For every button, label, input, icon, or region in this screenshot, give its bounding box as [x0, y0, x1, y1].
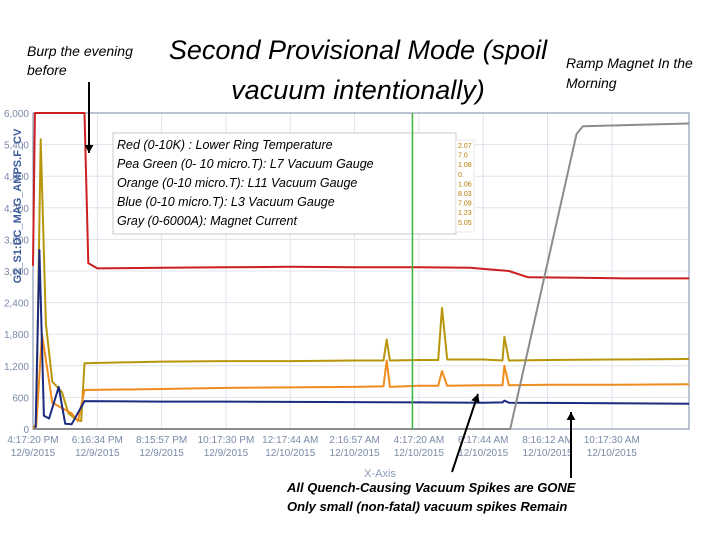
- x-tick-date: 12/10/2015: [458, 448, 508, 459]
- spike-arrow-2-head: [566, 412, 576, 420]
- x-tick-date: 12/10/2015: [265, 448, 315, 459]
- conclusion-annotation: All Quench-Causing Vacuum Spikes are GON…: [287, 478, 707, 516]
- readout-value: 7.0: [458, 153, 468, 160]
- readout-box: [455, 139, 475, 233]
- series-line-red: [32, 112, 689, 280]
- annotation-arrows: [84, 82, 576, 478]
- y-tick-label: 2,400: [4, 299, 29, 310]
- legend-item-blue: Blue (0-10 micro.T): L3 Vacuum Gauge: [117, 195, 335, 209]
- x-tick-time: 10:17:30 AM: [584, 435, 640, 446]
- legend-item-red: Red (0-10K) : Lower Ring Temperature: [117, 138, 333, 152]
- conclusion-line-2: Only small (non-fatal) vacuum spikes Rem…: [287, 499, 568, 514]
- x-axis-label: X-Axis: [364, 468, 396, 480]
- readout-value: 5.05: [458, 220, 472, 227]
- legend-item-orange: Orange (0-10 micro.T): L11 Vacuum Gauge: [117, 176, 358, 190]
- y-tick-label: 3,000: [4, 267, 29, 278]
- y-axis-label: G2_S1:DC_MAG_AMPS.F_CV: [12, 128, 24, 283]
- spike-arrow-1: [451, 393, 479, 473]
- readout-value: 0.: [458, 172, 464, 179]
- y-tick-label: 0: [23, 425, 29, 436]
- x-tick-time: 2:16:57 AM: [329, 435, 380, 446]
- y-tick-label: 1,800: [4, 330, 29, 341]
- burp-arrow-head: [84, 145, 94, 153]
- y-tick-label: 5,400: [4, 141, 29, 152]
- x-tick-date: 12/10/2015: [394, 448, 444, 459]
- x-tick-date: 12/9/2015: [75, 448, 120, 459]
- series-line-gray: [33, 122, 690, 430]
- readout-value: 1.23: [458, 210, 472, 217]
- readout-value: 2.07: [458, 143, 472, 150]
- burp-annotation: Burp the evening before: [27, 43, 133, 78]
- y-tick-label: 1,200: [4, 362, 29, 373]
- conclusion-line-1: All Quench-Causing Vacuum Spikes are GON…: [287, 480, 576, 495]
- spike-arrow-1-head: [471, 394, 480, 403]
- legend-item-pea-green: Pea Green (0- 10 micro.T): L7 Vacuum Gau…: [117, 157, 374, 171]
- readout-value: 8.03: [458, 191, 472, 198]
- x-tick-date: 12/10/2015: [330, 448, 380, 459]
- ramp-annotation: Ramp Magnet In the Morning: [566, 55, 693, 91]
- page-title: Second Provisional Mode (spoil vacuum in…: [168, 35, 548, 105]
- legend: Red (0-10K) : Lower Ring Temperature Pea…: [117, 136, 457, 231]
- x-tick-date: 12/9/2015: [204, 448, 249, 459]
- x-tick-date: 12/9/2015: [11, 448, 56, 459]
- y-axis-ticks: 0 600 1,200 1,800 2,400 3,000 3,600 4,200 4,800 5…: [4, 109, 29, 436]
- y-tick-label: 4,200: [4, 204, 29, 215]
- x-tick-time: 4:17:20 AM: [394, 435, 445, 446]
- readout-value: 1.08: [458, 162, 472, 169]
- x-axis-ticks: 4:17:20 PM 12/9/2015 6:16:34 PM 12/9/2015 8:…: [7, 435, 639, 459]
- x-tick-date: 12/9/2015: [139, 448, 184, 459]
- x-tick-time: 8:15:57 PM: [136, 435, 187, 446]
- readout-value: 7.09: [458, 201, 472, 208]
- x-tick-time: 8:16:12 AM: [522, 435, 573, 446]
- legend-item-gray: Gray (0-6000A): Magnet Current: [117, 214, 297, 228]
- x-tick-time: 12:17:44 AM: [262, 435, 318, 446]
- x-tick-time: 4:17:20 PM: [7, 435, 58, 446]
- readout-value: 1.06: [458, 181, 472, 188]
- x-tick-date: 12/10/2015: [522, 448, 572, 459]
- series-line-pea-green: [32, 138, 690, 430]
- y-tick-label: 4,800: [4, 172, 29, 183]
- x-tick-date: 12/10/2015: [587, 448, 637, 459]
- series-group: [32, 112, 690, 430]
- y-tick-label: 3,600: [4, 235, 29, 246]
- x-tick-time: 6:16:34 PM: [72, 435, 123, 446]
- x-tick-time: 6:17:44 AM: [458, 435, 509, 446]
- series-line-blue: [33, 248, 690, 430]
- series-line-orange: [32, 333, 690, 430]
- y-tick-label: 6,000: [4, 109, 29, 120]
- readout-panel: 2.07 7.0 1.08 0. 1.06 8.03 7.09 1.23 5.05: [455, 139, 475, 233]
- x-tick-time: 10:17:30 PM: [198, 435, 255, 446]
- legend-box: [112, 132, 457, 235]
- y-tick-label: 600: [12, 393, 29, 404]
